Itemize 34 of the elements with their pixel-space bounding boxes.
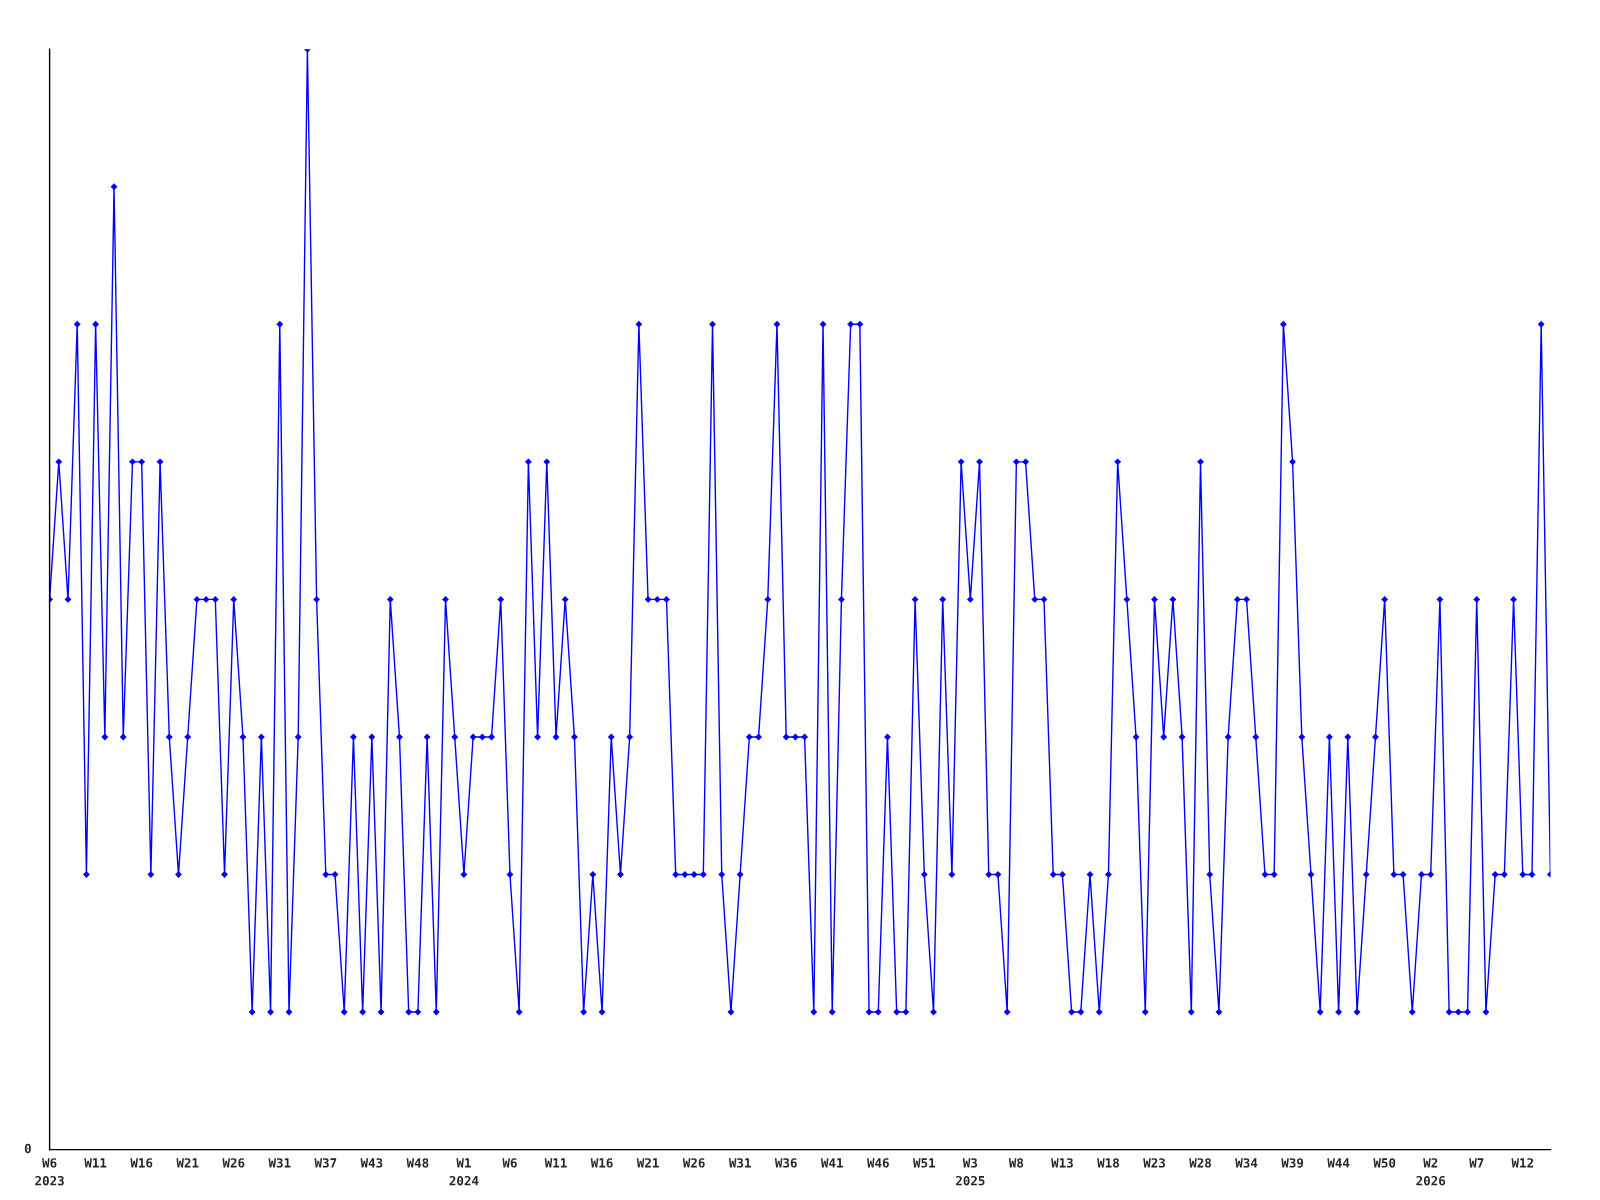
x-tick-label: W26 — [222, 1158, 245, 1168]
x-tick-label: W48 — [406, 1158, 429, 1168]
x-tick-label: W11 — [544, 1158, 567, 1168]
x-tick-label: W16 — [130, 1158, 153, 1168]
x-tick-label: W31 — [728, 1158, 751, 1168]
x-tick-label: W11 — [84, 1158, 107, 1168]
x-tick-label: W44 — [1327, 1158, 1350, 1168]
x-tick-label: W26 — [682, 1158, 705, 1168]
x-tick-label: W37 — [314, 1158, 337, 1168]
x-tick-label: W16 — [590, 1158, 613, 1168]
x-tick-label: W6 — [502, 1158, 517, 1168]
x-tick-label: W3 2025 — [955, 1158, 985, 1186]
x-tick-label: W31 — [268, 1158, 291, 1168]
x-tick-label: W28 — [1189, 1158, 1212, 1168]
x-tick-label: W1 2024 — [449, 1158, 479, 1186]
x-tick-label: W12 — [1511, 1158, 1534, 1168]
x-tick-label: W21 — [176, 1158, 199, 1168]
x-tick-label: W34 — [1235, 1158, 1258, 1168]
x-tick-label: W23 — [1143, 1158, 1165, 1168]
text: 0 — [24, 1143, 31, 1154]
x-tick-label: W50 — [1373, 1158, 1396, 1168]
x-tick-label: W13 — [1051, 1158, 1073, 1168]
x-tick-label: W36 — [774, 1158, 797, 1168]
x-tick-label: W21 — [636, 1158, 659, 1168]
x-tick-label: W6 2023 — [35, 1158, 64, 1186]
x-tick-label: W43 — [360, 1158, 383, 1168]
x-tick-label: W46 — [866, 1158, 889, 1168]
x-tick-label: W8 — [1008, 1158, 1024, 1168]
x-tick-label: W7 — [1469, 1158, 1484, 1168]
x-tick-label: W2 2026 — [1416, 1158, 1446, 1186]
x-tick-label: W41 — [820, 1158, 843, 1168]
x-tick-label: W51 — [913, 1158, 935, 1168]
x-tick-label: W39 — [1281, 1158, 1304, 1168]
x-tick-label: W18 — [1097, 1158, 1119, 1168]
